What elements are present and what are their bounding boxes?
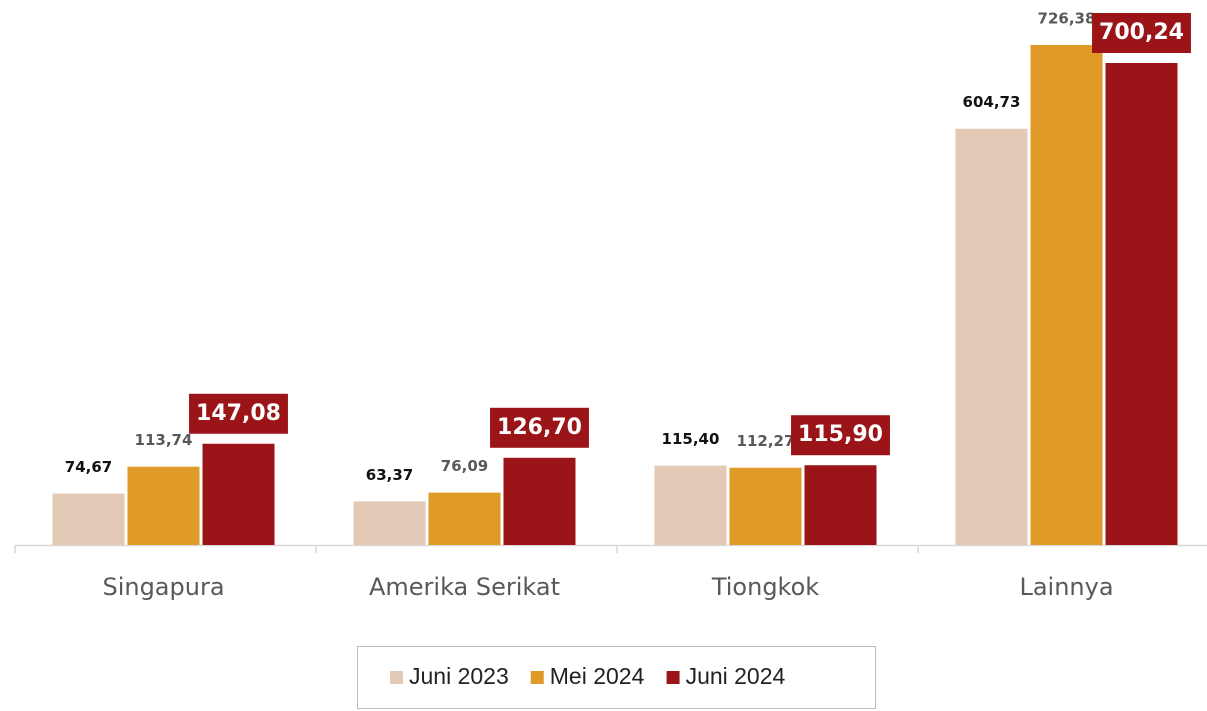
value-label: 115,90 [798,422,883,447]
value-label: 604,73 [963,93,1021,111]
value-label-group: 147,08 [189,393,288,434]
value-label-group: 700,24 [1092,12,1191,53]
bar [729,467,802,545]
value-label: 76,09 [441,457,488,475]
bar [503,457,576,545]
legend-label: Mei 2024 [550,663,645,689]
bar [804,465,877,545]
bar [353,501,426,545]
value-label: 113,74 [135,431,193,449]
x-tick-label: Lainnya [1019,573,1113,601]
value-label: 147,08 [196,401,281,426]
value-label: 115,40 [662,430,720,448]
value-label-box [490,407,589,448]
x-tick-label: Amerika Serikat [369,573,560,601]
legend-label: Juni 2024 [686,663,786,689]
bar [1105,62,1178,545]
value-label-box [189,393,288,434]
legend-label: Juni 2023 [409,663,509,689]
legend-box [357,646,876,709]
bar [127,466,200,545]
bar [955,128,1028,545]
x-tick-label: Tiongkok [711,573,819,601]
value-label: 63,37 [366,466,413,484]
value-label-box [1092,12,1191,53]
legend: Juni 2023 Mei 2024 Juni 2024 [390,663,786,689]
value-label: 112,27 [737,432,795,450]
value-label-group: 115,90 [791,415,890,456]
bar [428,492,501,545]
x-tick-label: Singapura [102,573,224,601]
legend-swatch [390,671,403,684]
value-label: 126,70 [497,415,582,440]
legend-swatch [530,671,544,684]
legend-swatch [666,671,680,684]
bar [1030,45,1103,545]
value-label: 700,24 [1099,20,1184,45]
value-label-group: 126,70 [490,407,589,448]
value-label: 726,38 [1038,10,1096,28]
value-label: 74,67 [65,458,112,476]
value-label-box [791,415,890,456]
bar [202,443,275,545]
bar [52,493,125,545]
bar [654,465,727,545]
